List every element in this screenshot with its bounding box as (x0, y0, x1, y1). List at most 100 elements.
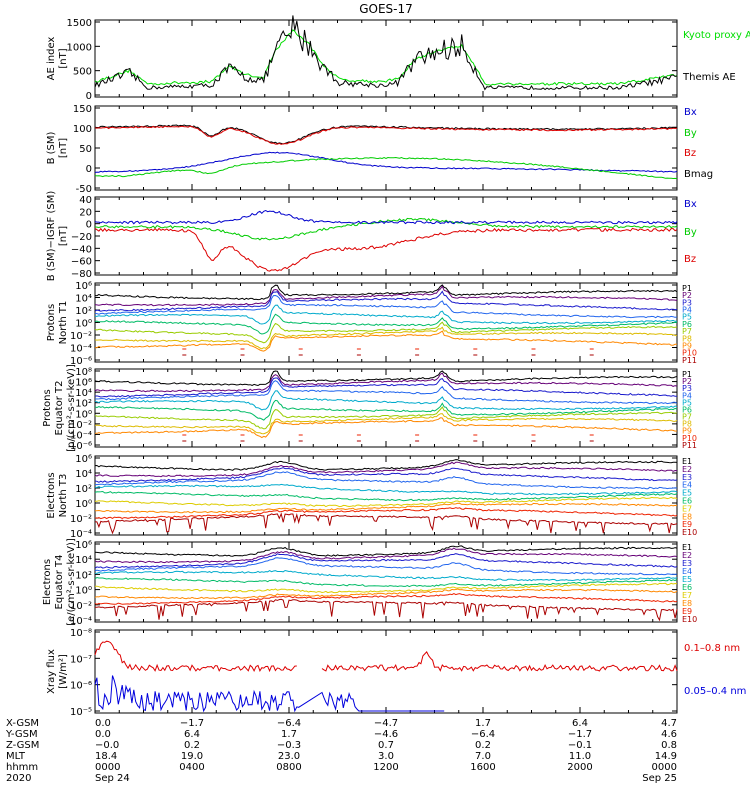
y-tick-label: 0 (86, 91, 92, 102)
series-bx-igrf (94, 209, 678, 225)
table-cell: 0.2 (184, 740, 200, 751)
y-tick-label: 10⁶ (75, 454, 92, 465)
legend-e4: E4 (682, 481, 692, 490)
table-cell: 1600 (470, 762, 495, 773)
legend-bz: Bz (684, 148, 696, 159)
legend-p4: P4 (682, 391, 692, 400)
y-axis-label: [p/(cm²-s-sr-keV)] (66, 364, 77, 452)
y-tick-label: 40 (79, 195, 92, 206)
y-tick-label: 150 (73, 104, 92, 115)
y-axis-label: [nT] (58, 138, 69, 158)
channel-p3 (94, 377, 677, 398)
y-tick-label: −60 (71, 257, 92, 268)
channel-p4 (94, 380, 678, 405)
y-axis-label: [nT] (58, 226, 69, 246)
channel-e8 (94, 588, 678, 600)
y-axis-label: Equator T2 (54, 381, 65, 436)
y-tick-label: −80 (71, 269, 92, 280)
y-tick-label: 10² (75, 306, 92, 317)
legend-bx: Bx (684, 107, 697, 118)
legend-p9: P9 (682, 341, 692, 350)
y-tick-label: 0 (86, 220, 92, 231)
legend-p6: P6 (682, 405, 692, 414)
channel-e7 (95, 496, 678, 508)
channel-e3 (94, 553, 678, 569)
channel-p2 (94, 372, 678, 393)
table-cell: 1.7 (281, 729, 297, 740)
legend-e5: E5 (682, 489, 692, 498)
channel-e5 (94, 483, 678, 496)
table-cell: 7.0 (475, 751, 491, 762)
table-cell: 0.0 (95, 729, 111, 740)
table-cell: 0.7 (378, 740, 394, 751)
channel-e10 (94, 598, 678, 622)
channel-p4 (94, 294, 678, 319)
legend-p10: P10 (682, 434, 697, 443)
table-cell: 11.0 (569, 751, 591, 762)
y-axis-label: Protons (42, 389, 53, 426)
panel-enorth (94, 455, 678, 536)
table-cell: 0.0 (95, 718, 111, 729)
legend-p8: P8 (682, 334, 692, 343)
panel-frame (94, 105, 678, 191)
table-cell: 1200 (373, 762, 398, 773)
table-cell: 0.8 (661, 740, 677, 751)
y-tick-label: 10⁻⁵ (70, 707, 92, 718)
table-cell: −4.7 (374, 718, 398, 729)
table-row-label: Y-GSM (5, 729, 38, 740)
legend-p3: P3 (682, 298, 692, 307)
y-tick-label: 10⁻² (70, 601, 92, 612)
table-cell: 18.4 (95, 751, 117, 762)
panel-frame (94, 629, 678, 714)
y-tick-label: 20 (79, 207, 92, 218)
y-tick-label: −40 (71, 244, 92, 255)
y-tick-label: 50 (79, 144, 92, 155)
channel-e9 (94, 593, 678, 605)
series-bz-igrf (94, 227, 678, 272)
legend-by-igrf: By (684, 227, 697, 238)
y-tick-label: 10⁻⁶ (70, 681, 92, 692)
legend-e3: E3 (682, 559, 692, 568)
legend-e9: E9 (682, 520, 692, 529)
channel-e2 (94, 461, 678, 478)
y-tick-label: 10⁶ (75, 378, 92, 389)
table-cell: 6.4 (572, 718, 588, 729)
series-by-igrf (94, 217, 678, 241)
y-tick-label: 10⁻² (70, 331, 92, 342)
legend-p3: P3 (682, 384, 692, 393)
channel-e8 (95, 502, 678, 514)
y-tick-label: 1500 (67, 18, 92, 29)
legend-p6: P6 (682, 320, 692, 329)
panel-xray (94, 629, 678, 714)
y-tick-label: 10⁰ (75, 499, 92, 510)
channel-e1 (94, 545, 678, 557)
legend-e3: E3 (682, 473, 692, 482)
y-tick-label: 10⁶ (75, 540, 92, 551)
panel-pnorth (94, 282, 678, 363)
legend-e1: E1 (682, 457, 692, 466)
legend-bx-igrf: Bx (684, 199, 697, 210)
y-axis-label: Xray flux (46, 649, 57, 694)
channel-p6 (94, 399, 678, 421)
y-axis-label: North T3 (58, 474, 69, 518)
table-cell: 0000 (652, 762, 677, 773)
legend-p9: P9 (682, 427, 692, 436)
channel-p1 (94, 370, 678, 387)
channel-e3 (94, 467, 678, 483)
legend-e7: E7 (682, 504, 692, 513)
legend-e4: E4 (682, 567, 692, 576)
legend-xray-short: 0.05–0.4 nm (684, 686, 746, 697)
table-cell: −4.6 (374, 729, 398, 740)
table-cell: −6.4 (277, 718, 301, 729)
y-tick-label: 1000 (67, 42, 92, 53)
channel-p8 (94, 326, 678, 350)
chart-title: GOES-17 (359, 2, 413, 16)
legend-e7: E7 (682, 591, 692, 600)
y-tick-label: 10⁻⁴ (70, 430, 92, 441)
channel-e9 (94, 507, 678, 520)
channel-p3 (94, 290, 678, 312)
series-xray-long (321, 651, 678, 672)
legend-e6: E6 (682, 497, 692, 506)
table-cell: 14.9 (655, 751, 677, 762)
